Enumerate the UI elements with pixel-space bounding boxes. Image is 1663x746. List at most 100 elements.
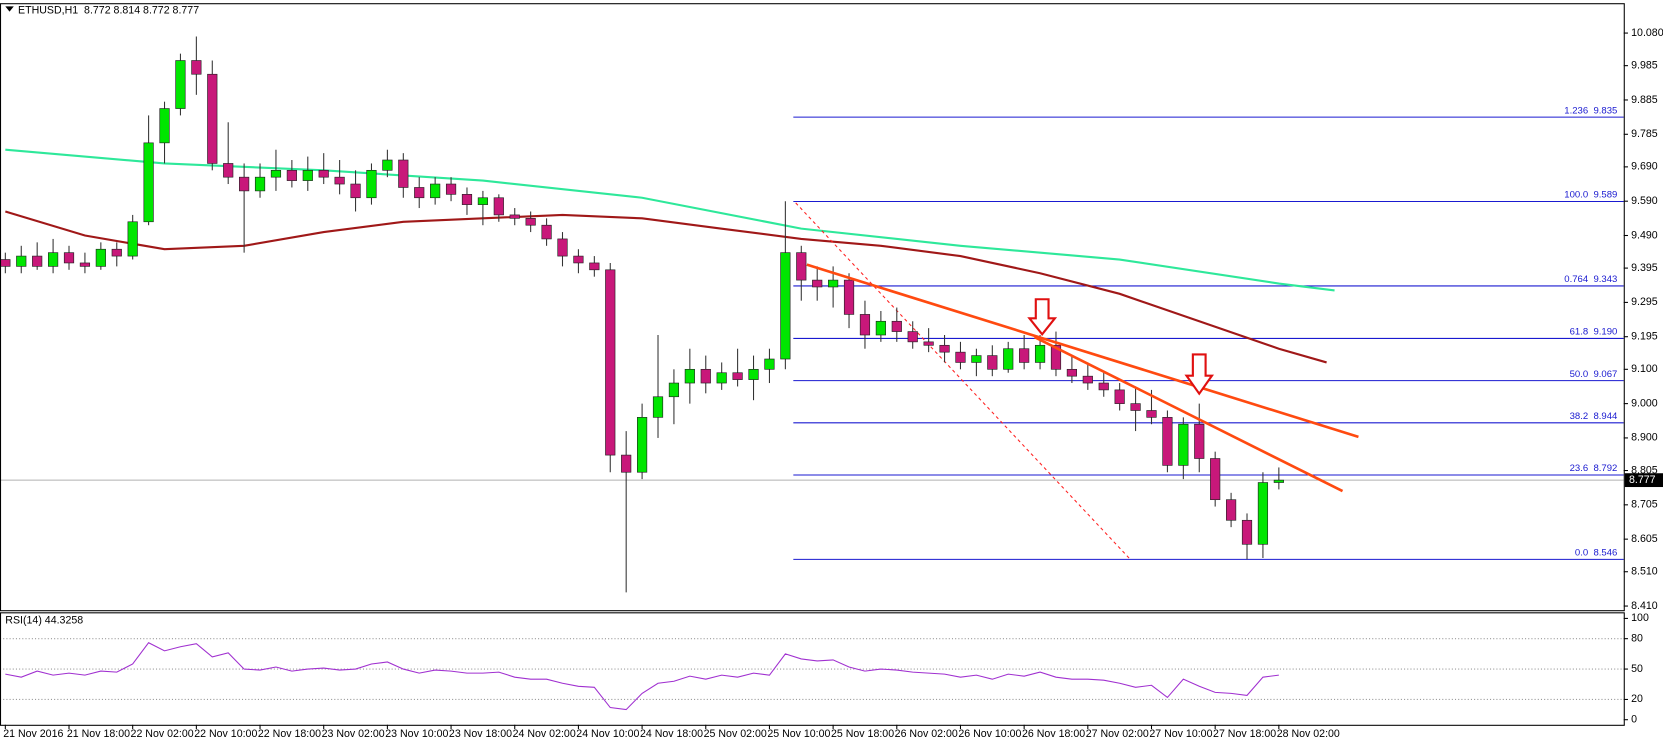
candle-body	[239, 176, 250, 192]
candle-body	[382, 159, 393, 171]
x-tick-label: 27 Nov 18:00	[1213, 728, 1276, 740]
candle-body	[541, 224, 552, 240]
y-tick-label: 9.490	[1631, 229, 1658, 241]
resistance-arrow	[1027, 298, 1058, 336]
y-tick-label: 9.985	[1631, 59, 1658, 71]
trend-line	[1033, 335, 1344, 493]
fib-label: 50.0 9.067	[1570, 369, 1618, 380]
candle-body	[191, 60, 202, 75]
candle-body	[461, 194, 473, 205]
fib-label: 100.0 9.589	[1564, 190, 1617, 201]
candle-body	[16, 255, 27, 267]
x-tick-label: 22 Nov 02:00	[131, 728, 194, 740]
fib-label: 0.0 8.546	[1575, 548, 1617, 559]
candle-body	[63, 252, 75, 264]
candle-body	[111, 248, 122, 257]
candle-body	[1034, 344, 1046, 363]
candle-body	[668, 382, 680, 398]
x-tick-label: 22 Nov 18:00	[258, 728, 321, 740]
y-tick-label: 8.410	[1631, 600, 1658, 612]
candle-body	[1019, 348, 1030, 363]
x-tick-label: 23 Nov 02:00	[322, 728, 385, 740]
candle-body	[732, 372, 743, 380]
candle-body	[79, 262, 91, 267]
y-tick-label: 9.195	[1631, 331, 1658, 343]
candle-body	[700, 368, 711, 384]
y-tick-label: 10.080	[1631, 27, 1663, 39]
title-marker	[5, 6, 14, 12]
x-tick-label: 25 Nov 18:00	[831, 728, 894, 740]
x-tick-label: 25 Nov 02:00	[704, 728, 767, 740]
candle-body	[430, 183, 441, 199]
rsi-panel-frame	[0, 612, 1625, 726]
resistance-arrow	[1184, 353, 1215, 396]
x-tick-label: 21 Nov 18:00	[67, 728, 130, 740]
candle-body	[1130, 403, 1141, 411]
rsi-line	[5, 642, 1279, 711]
candle-body	[812, 279, 823, 288]
plot-layers: 10.080 9.985 9.885 9.785 9.690 9.590 9.490 9.39…	[0, 27, 1663, 740]
rsi-title: RSI(14) 44.3258	[5, 615, 83, 627]
y-tick-label: 9.295	[1631, 296, 1658, 308]
candle-body	[1194, 423, 1205, 459]
candle-body	[318, 169, 329, 178]
y-tick-label: 9.785	[1631, 128, 1658, 140]
candle-body	[764, 358, 775, 370]
candle-body	[0, 259, 11, 267]
candle-body	[1178, 423, 1189, 466]
candle-body	[286, 169, 297, 181]
candle-body	[939, 344, 950, 353]
y-tick-label: 50	[1631, 663, 1643, 675]
x-tick-label: 23 Nov 10:00	[385, 728, 448, 740]
x-tick-label: 26 Nov 18:00	[1022, 728, 1085, 740]
candle-body	[955, 351, 966, 363]
y-tick-label: 100	[1631, 612, 1649, 624]
chart-title: ETHUSD,H1 8.772 8.814 8.772 8.777	[18, 4, 199, 16]
candle-body	[477, 197, 488, 205]
candle-body	[525, 218, 536, 226]
candle-body	[828, 279, 839, 288]
candle-body	[1066, 368, 1077, 377]
y-tick-label: 0	[1631, 714, 1637, 726]
candle-body	[1098, 382, 1109, 391]
candle-body	[1050, 344, 1062, 370]
y-tick-label: 8.705	[1631, 499, 1658, 511]
candle-body	[47, 252, 59, 267]
main-panel-frame	[0, 3, 1625, 612]
candle-body	[923, 341, 934, 346]
candle-body	[32, 255, 43, 267]
candle-body	[859, 314, 871, 336]
x-tick-label: 21 Nov 2016	[3, 728, 63, 740]
candle-body	[1257, 482, 1269, 545]
candle-body	[684, 368, 695, 384]
candle-body	[1162, 417, 1173, 466]
candle-body	[557, 238, 568, 257]
y-tick-label: 8.900	[1631, 432, 1658, 444]
candle-body	[636, 417, 648, 473]
candle-body	[414, 187, 425, 199]
candle-body	[95, 248, 106, 267]
y-tick-label: 20	[1631, 693, 1643, 705]
x-tick-label: 26 Nov 10:00	[958, 728, 1021, 740]
candle-body	[1210, 458, 1221, 501]
candle-body	[366, 169, 377, 199]
y-tick-label: 8.805	[1631, 464, 1658, 476]
candle-body	[1003, 348, 1014, 370]
candle-body	[748, 368, 759, 380]
x-tick-label: 24 Nov 02:00	[513, 728, 576, 740]
y-tick-label: 9.000	[1631, 397, 1658, 409]
x-tick-label: 23 Nov 18:00	[449, 728, 512, 740]
candle-body	[223, 163, 234, 178]
candle-body	[350, 183, 361, 199]
candle-body	[1082, 375, 1093, 384]
last-price-box	[1624, 473, 1663, 488]
y-tick-label: 8.605	[1631, 533, 1658, 545]
y-tick-label: 9.590	[1631, 195, 1658, 207]
candle-body	[143, 142, 154, 223]
candle-body	[1114, 389, 1125, 404]
candle-body	[334, 176, 345, 185]
candle-body	[987, 355, 998, 370]
candle-body	[127, 221, 138, 257]
candle-body	[589, 262, 600, 271]
